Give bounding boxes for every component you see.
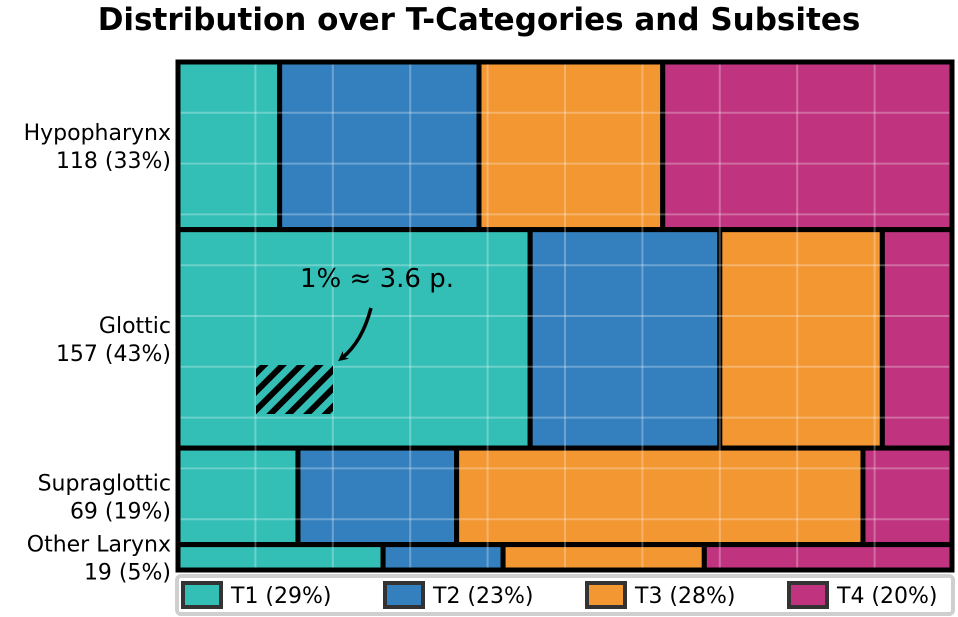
tile-supraglottic-t4 <box>860 445 955 548</box>
tile-other-larynx-t1 <box>175 542 386 573</box>
tile-supraglottic-t2 <box>295 445 460 548</box>
legend-swatch-t1 <box>181 581 223 609</box>
scale-annotation: 1% ≈ 3.6 p. <box>256 264 454 414</box>
tile-hypopharynx-t2 <box>277 59 482 233</box>
legend-swatch-t2 <box>383 581 425 609</box>
row-label: Other Larynx <box>27 532 171 557</box>
tile-other-larynx-t4 <box>701 542 955 573</box>
row-count-label: 118 (33%) <box>56 149 171 174</box>
tile-glottic-t1 <box>175 227 533 451</box>
legend-label-t3: T3 (28%) <box>634 584 736 609</box>
legend-swatch-t3 <box>585 581 627 609</box>
tile-supraglottic-t3 <box>454 445 866 548</box>
row-count-label: 69 (19%) <box>70 499 171 524</box>
tile-glottic-t4 <box>879 227 955 451</box>
tile-glottic-t3 <box>717 227 885 451</box>
chart-title: Distribution over T-Categories and Subsi… <box>98 2 861 38</box>
tile-glottic-t2 <box>527 227 723 451</box>
annotation-text: 1% ≈ 3.6 p. <box>300 264 454 294</box>
tile-supraglottic-t1 <box>175 445 301 548</box>
legend-swatch-t4 <box>787 581 829 609</box>
tile-other-larynx-t3 <box>500 542 707 573</box>
legend-label-t4: T4 (20%) <box>836 584 938 609</box>
tile-other-larynx-t2 <box>380 542 506 573</box>
legend-label-t1: T1 (29%) <box>230 584 332 609</box>
row-count-label: 157 (43%) <box>56 342 171 367</box>
row-labels: Hypopharynx 118 (33%) Glottic 157 (43%) Supr… <box>24 121 171 585</box>
tile-hypopharynx-t3 <box>476 59 666 233</box>
row-label: Glottic <box>99 314 171 339</box>
row-label: Hypopharynx <box>24 121 171 146</box>
annotation-hatch-marker <box>256 365 333 414</box>
row-label: Supraglottic <box>38 471 171 496</box>
legend-box <box>175 574 955 616</box>
plot-frame <box>175 59 955 573</box>
tile-hypopharynx-t4 <box>660 59 955 233</box>
legend-label-t2: T2 (23%) <box>432 584 534 609</box>
tile-hypopharynx-t1 <box>175 59 283 233</box>
legend: T1 (29%) T2 (23%) T3 (28%) T4 (20%) <box>175 574 955 616</box>
annotation-arrow <box>338 307 373 362</box>
row-count-label: 19 (5%) <box>84 560 171 585</box>
